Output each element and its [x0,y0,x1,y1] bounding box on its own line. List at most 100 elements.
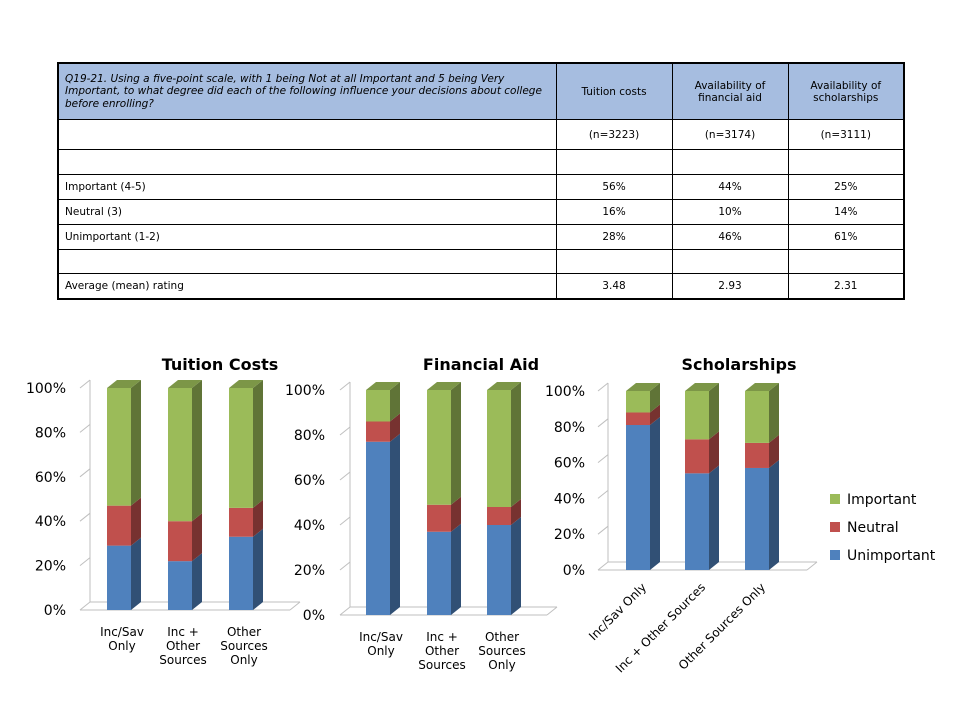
bar-side-neutral [451,496,461,532]
category-label-line: Inc/Sav [359,630,403,644]
y-tick-mark [339,426,351,436]
bar-top-important [168,380,202,388]
row-label: Important (4-5) [57,174,557,200]
legend-swatch [830,522,840,532]
bar-side-unimportant [769,459,779,570]
y-tick-mark [339,606,351,616]
category-label-line: Sources [159,653,206,667]
y-tick-label: 20% [554,527,585,543]
bar-top-important [626,383,660,391]
chart-title: Financial Aid [423,355,539,374]
y-tick-label: 60% [294,473,325,489]
bar-segment-unimportant [685,473,709,570]
bar-segment-important [107,388,131,506]
row-label: Average (mean) rating [57,273,557,300]
y-tick-label: 40% [35,514,66,530]
bar-top-important [685,383,719,391]
bar-segment-unimportant [229,536,253,610]
table-row: Neutral (3) 16% 10% 14% [57,199,905,225]
column-header-financial-aid: Availability of financial aid [671,62,789,120]
bar-top-important [366,382,400,390]
category-label: Inc + Other Sources [159,625,206,667]
category-label-line: Sources [418,658,465,672]
bar-side-neutral [511,499,521,525]
bar-side-neutral [769,434,779,468]
bar-top-important [107,380,141,388]
y-tick-mark [79,512,91,522]
legend: Important Neutral Unimportant [830,492,936,564]
bar-side-neutral [131,497,141,546]
bar-top-important [745,383,779,391]
y-tick-label: 100% [26,381,66,397]
y-tick-label: 40% [294,518,325,534]
floor-side-edge [806,561,818,571]
bar-side-important [709,383,719,440]
category-label-line: Only [488,658,516,672]
category-label-line: Only [230,653,258,667]
table-row-blank [57,249,905,274]
bar-segment-unimportant [366,441,390,615]
category-label: Inc/Sav Only [586,580,649,643]
bar-segment-unimportant [487,525,511,615]
y-tick-mark [597,525,609,535]
y-tick-mark [339,516,351,526]
table-cell [555,149,673,175]
y-tick-mark [339,471,351,481]
bar-side-important [131,380,141,506]
bar-top-important [487,382,521,390]
bar-side-neutral [253,499,263,537]
legend-swatch [830,494,840,504]
legend-label: Unimportant [847,548,936,564]
bar-segment-unimportant [168,561,192,610]
category-label-line: Other [166,639,200,653]
bar-side-important [253,380,263,508]
column-header-scholarships: Availability of scholarships [787,62,905,120]
bar-side-important [390,382,400,422]
y-tick-label: 80% [294,428,325,444]
bar-segment-neutral [487,507,511,525]
legend-label: Important [847,492,917,508]
bar-segment-important [685,391,709,440]
bar-side-unimportant [709,465,719,570]
y-tick-mark [597,382,609,392]
y-tick-label: 0% [563,563,585,579]
table-cell [555,249,673,274]
table-cell: 25% [787,174,905,200]
bar-top-important [427,382,461,390]
table-cell [671,149,789,175]
bar-segment-neutral [745,442,769,468]
table-cell: 10% [671,199,789,225]
table-cell: (n=3174) [671,119,789,150]
y-tick-mark [339,381,351,391]
y-tick-label: 0% [303,608,325,624]
table-cell: 2.93 [671,273,789,300]
bar-segment-neutral [107,505,131,546]
bar-segment-neutral [366,421,390,442]
bar-segment-neutral [427,504,451,532]
bar-segment-unimportant [427,531,451,615]
category-label-line: Only [108,639,136,653]
table-cell: 44% [671,174,789,200]
category-label: Other Sources Only [220,625,267,667]
table-cell [57,249,557,274]
bar-side-important [769,383,779,443]
bar-side-important [451,382,461,505]
bar-side-important [192,380,202,522]
y-tick-label: 60% [554,456,585,472]
y-tick-label: 80% [554,420,585,436]
category-label-line: Other [227,625,261,639]
bar-segment-important [427,390,451,505]
category-label: Other Sources Only [478,630,525,672]
floor-side-edge [546,606,558,616]
bar-segment-important [626,391,650,413]
bar-side-unimportant [192,553,202,610]
category-label-line: Only [367,644,395,658]
category-label-line: Inc + [167,625,199,639]
y-tick-mark [79,601,91,611]
bar-segment-neutral [168,521,192,562]
bar-side-important [511,382,521,507]
bar-segment-important [168,388,192,522]
bar-side-unimportant [451,523,461,615]
bar-side-neutral [709,431,719,474]
